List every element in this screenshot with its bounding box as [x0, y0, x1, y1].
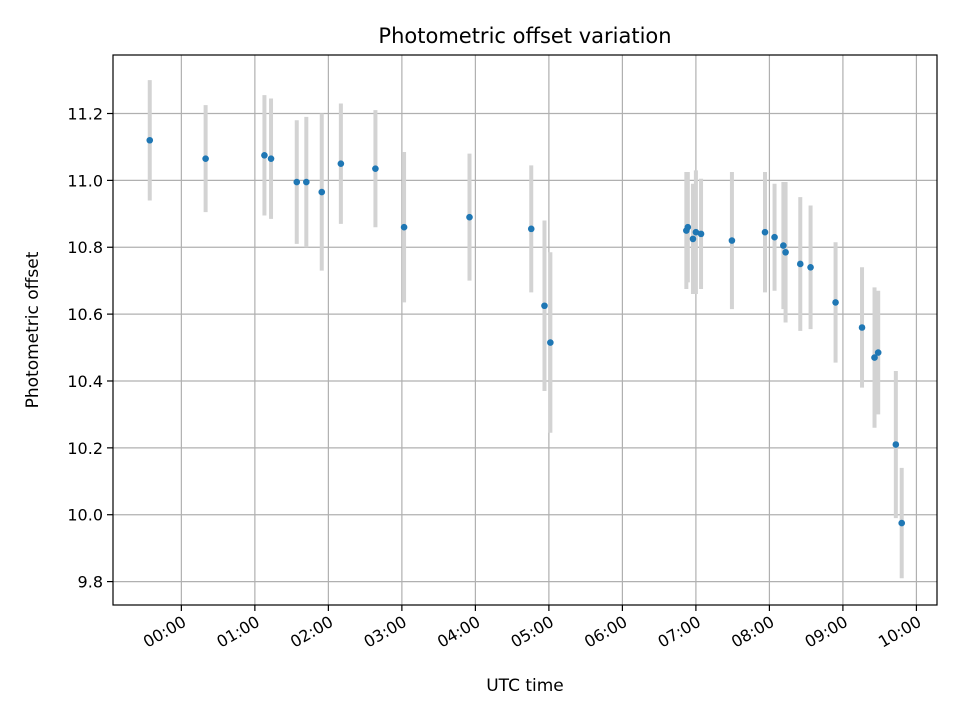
y-tick-label: 10.6 — [67, 305, 103, 324]
x-axis-label: UTC time — [486, 676, 564, 696]
x-axis-ticks: 00:00 01:00 02:00 03:00 04:00 05:00 06:00 07:00… — [140, 605, 924, 652]
data-point — [527, 225, 535, 233]
data-point — [832, 299, 839, 306]
data-point — [261, 152, 268, 159]
x-tick-label: 10:00 — [875, 612, 924, 652]
x-tick-label: 01:00 — [213, 612, 262, 652]
data-point — [697, 230, 705, 238]
x-tick-label: 06:00 — [581, 612, 630, 652]
y-axis-label: Photometric offset — [23, 251, 43, 408]
data-point — [689, 235, 697, 243]
data-point — [202, 155, 209, 162]
x-tick-label: 04:00 — [434, 612, 483, 652]
y-tick-label: 9.8 — [78, 573, 103, 592]
x-tick-label: 00:00 — [140, 612, 189, 652]
data-point — [874, 349, 882, 356]
data-point — [871, 354, 878, 361]
data-point — [303, 178, 310, 186]
y-tick-label: 10.0 — [67, 506, 103, 525]
data-point — [372, 165, 379, 172]
y-tick-label: 10.8 — [67, 238, 103, 257]
data-point — [318, 188, 326, 196]
x-tick-label: 05:00 — [507, 612, 556, 652]
data-point — [684, 223, 692, 231]
grid — [113, 55, 937, 605]
x-tick-label: 07:00 — [654, 612, 703, 652]
data-point — [547, 339, 554, 346]
x-tick-label: 08:00 — [728, 612, 777, 652]
data-point — [771, 233, 778, 241]
data-points — [146, 136, 906, 527]
data-point — [728, 237, 736, 244]
data-point — [807, 264, 814, 271]
y-axis-ticks: 9.8 10.0 10.2 10.4 10.6 10.8 11.0 11.2 — [67, 105, 113, 592]
data-point — [466, 213, 473, 221]
x-tick-label: 02:00 — [287, 612, 336, 652]
data-point — [692, 228, 700, 236]
data-point — [796, 260, 804, 268]
data-point — [892, 441, 900, 448]
data-point — [146, 136, 154, 144]
data-point — [541, 302, 548, 310]
data-point — [337, 160, 345, 167]
data-point — [898, 519, 906, 527]
chart-title: Photometric offset variation — [378, 24, 671, 48]
data-point — [782, 248, 789, 256]
data-point — [858, 324, 866, 331]
plot-area-frame — [112, 54, 938, 606]
x-tick-label: 09:00 — [801, 612, 850, 652]
y-tick-label: 11.2 — [67, 105, 103, 124]
data-point — [780, 242, 787, 249]
x-tick-label: 03:00 — [360, 612, 409, 652]
data-point — [400, 223, 408, 231]
data-point — [761, 228, 769, 236]
y-tick-label: 10.4 — [67, 372, 103, 391]
y-tick-label: 11.0 — [67, 171, 103, 190]
data-point — [293, 178, 301, 186]
y-tick-label: 10.2 — [67, 439, 103, 458]
data-point — [267, 155, 275, 162]
